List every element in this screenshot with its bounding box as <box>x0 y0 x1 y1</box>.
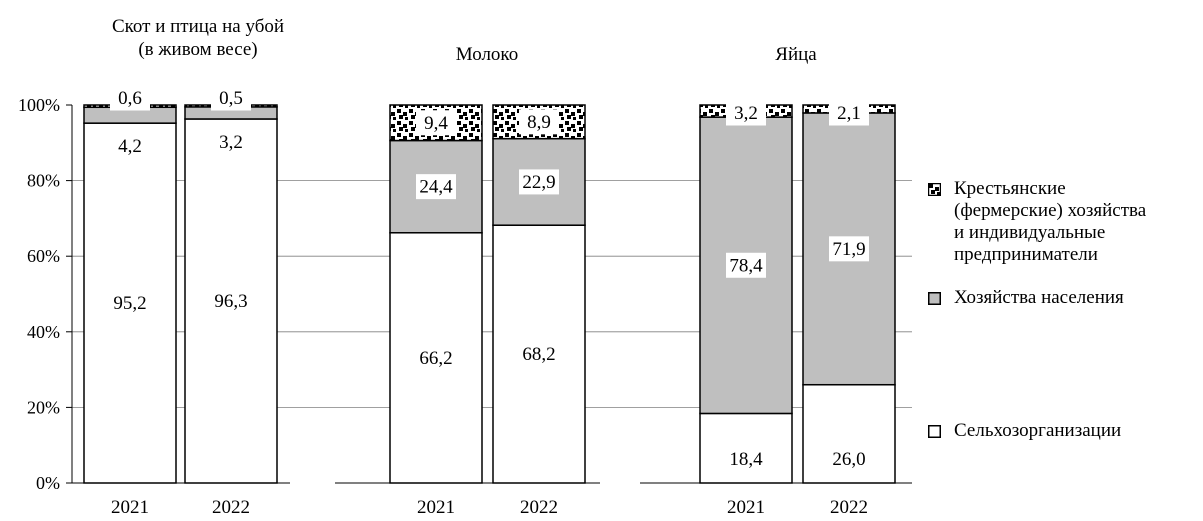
axes: 0% 20% 40% 60% 80% 100% <box>18 95 912 493</box>
data-label: 26,0 <box>832 449 865 470</box>
data-label: 68,2 <box>522 344 555 365</box>
data-label-bg <box>829 100 869 126</box>
data-label: 96,3 <box>214 291 247 312</box>
data-label: 3,2 <box>219 132 243 153</box>
data-label-bg <box>416 174 456 200</box>
data-label: 4,2 <box>118 136 142 157</box>
y-tick-label: 20% <box>27 397 60 417</box>
legend-farms-line3: и индивидуальные <box>954 222 1106 243</box>
data-label: 9,4 <box>424 113 448 134</box>
data-label: 78,4 <box>729 255 763 276</box>
bars <box>83 104 896 484</box>
legend-farms-line1: Крестьянские <box>954 178 1066 199</box>
x-tick-label: 2021 <box>111 497 149 518</box>
data-label: 18,4 <box>729 449 763 470</box>
legend-households-line1: Хозяйства населения <box>954 287 1124 308</box>
data-label-bg <box>726 252 766 278</box>
data-label: 0,5 <box>219 88 243 109</box>
data-label: 66,2 <box>419 348 452 369</box>
y-tick-label: 80% <box>27 171 60 191</box>
x-tick-label: 2022 <box>212 497 250 518</box>
y-tick-label: 40% <box>27 322 60 342</box>
legend-swatch-agri <box>928 425 941 438</box>
data-label-bg <box>829 236 869 262</box>
legend-agri-line1: Сельхозорганизации <box>954 420 1122 441</box>
data-labels: 2021 95,2 4,2 0,6 2022 96,3 3,2 0,5 2021 66,2 24,4… <box>110 85 869 518</box>
bar-segment-agri <box>184 118 278 484</box>
group-title-livestock-line2: (в живом весе) <box>138 39 258 60</box>
legend-farms-line4: предприниматели <box>954 244 1098 265</box>
data-label: 95,2 <box>113 293 146 314</box>
group-title-eggs-line1: Яйца <box>775 44 817 65</box>
data-label: 3,2 <box>734 103 758 124</box>
legend-swatch-households <box>928 292 941 305</box>
x-tick-label: 2022 <box>830 497 868 518</box>
x-tick-label: 2021 <box>727 497 765 518</box>
data-label-bg <box>519 169 559 195</box>
data-label-bg <box>726 100 766 126</box>
group-title-eggs: Яйца <box>697 43 895 66</box>
data-label: 24,4 <box>419 177 453 198</box>
bar-segment-households <box>389 139 483 234</box>
data-label-bg <box>416 110 456 136</box>
group-title-livestock-line1: Скот и птица на убой <box>111 16 285 37</box>
data-label: 22,9 <box>522 172 555 193</box>
data-label: 8,9 <box>527 112 551 133</box>
bar-segment-agri <box>802 383 896 484</box>
legend-farms-line2: (фермерские) хозяйства <box>954 200 1147 221</box>
data-label: 0,6 <box>118 88 142 109</box>
bar-segment-agri <box>83 122 177 484</box>
y-tick-label: 0% <box>36 473 60 493</box>
data-label-bg <box>211 85 251 111</box>
y-tick-label: 100% <box>18 95 60 115</box>
legend-swatch-farms <box>928 183 941 196</box>
data-label: 71,9 <box>832 239 865 260</box>
x-tick-label: 2022 <box>520 497 558 518</box>
data-label-bg <box>519 109 559 135</box>
data-label-bg <box>110 85 150 111</box>
group-title-milk-line1: Молоко <box>455 44 519 65</box>
group-title-livestock: Скот и птица на убой (в живом весе) <box>68 15 328 61</box>
group-title-milk: Молоко <box>388 43 586 66</box>
x-tick-label: 2021 <box>417 497 455 518</box>
y-tick-label: 60% <box>27 246 60 266</box>
data-label: 2,1 <box>837 103 861 124</box>
